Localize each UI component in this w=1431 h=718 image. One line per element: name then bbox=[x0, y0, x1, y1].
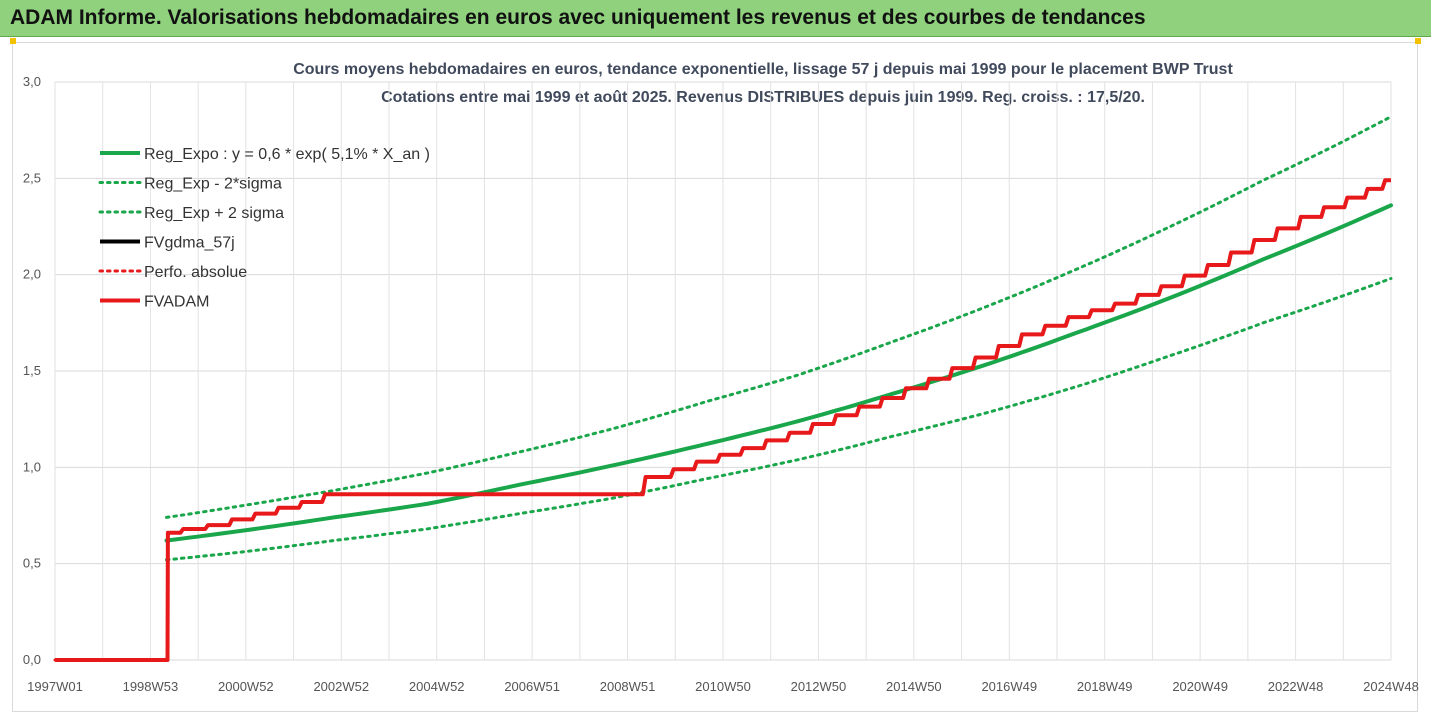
x-tick-label: 2014W50 bbox=[886, 679, 942, 694]
x-tick-label: 2008W51 bbox=[600, 679, 656, 694]
y-tick-label: 2,0 bbox=[23, 267, 41, 282]
series-line-fvadam bbox=[55, 178, 1391, 662]
legend-label: Perfo. absolue bbox=[144, 264, 247, 281]
x-tick-label: 2020W49 bbox=[1172, 679, 1228, 694]
chart-frame bbox=[12, 42, 1418, 712]
header-bar: ADAM Informe. Valorisations hebdomadaire… bbox=[0, 0, 1431, 37]
x-tick-label: 2006W51 bbox=[504, 679, 560, 694]
series-line-reg-expo-y-0-6-exp-5-1-x-an bbox=[164, 203, 1393, 543]
header-title: ADAM Informe. Valorisations hebdomadaire… bbox=[10, 6, 1146, 29]
x-tick-label: 2012W50 bbox=[791, 679, 847, 694]
y-tick-label: 0,0 bbox=[23, 652, 41, 667]
y-tick-label: 1,0 bbox=[23, 459, 41, 474]
y-tick-label: 1,5 bbox=[23, 363, 41, 378]
y-tick-label: 3,0 bbox=[23, 74, 41, 89]
frame-corner-top-right bbox=[1415, 38, 1421, 44]
x-tick-label: 2010W50 bbox=[695, 679, 751, 694]
legend-label: Reg_Exp - 2*sigma bbox=[144, 176, 282, 193]
x-tick-label: 2004W52 bbox=[409, 679, 465, 694]
chart-title: Cours moyens hebdomadaires en euros, ten… bbox=[293, 61, 1233, 78]
legend-label: FVADAM bbox=[144, 294, 209, 311]
x-tick-label: 2000W52 bbox=[218, 679, 274, 694]
series-line-reg-exp-2-sigma bbox=[165, 277, 1393, 562]
legend-label: Reg_Exp + 2 sigma bbox=[144, 205, 284, 222]
y-tick-label: 2,5 bbox=[23, 170, 41, 185]
frame-corner-top-left bbox=[10, 38, 16, 44]
x-tick-label: 2018W49 bbox=[1077, 679, 1133, 694]
y-tick-label: 0,5 bbox=[23, 556, 41, 571]
x-tick-label: 2022W48 bbox=[1268, 679, 1324, 694]
series-line-reg-exp-2-sigma bbox=[165, 115, 1393, 519]
chart-subtitle: Cotations entre mai 1999 et août 2025. R… bbox=[381, 89, 1145, 106]
x-tick-label: 1998W53 bbox=[123, 679, 179, 694]
legend-label: FVgdma_57j bbox=[144, 235, 235, 252]
x-tick-label: 2016W49 bbox=[981, 679, 1037, 694]
x-tick-label: 2002W52 bbox=[313, 679, 369, 694]
legend-label: Reg_Expo : y = 0,6 * exp( 5,1% * X_an ) bbox=[144, 146, 430, 163]
x-tick-label: 1997W01 bbox=[27, 679, 83, 694]
x-tick-label: 2024W48 bbox=[1363, 679, 1419, 694]
